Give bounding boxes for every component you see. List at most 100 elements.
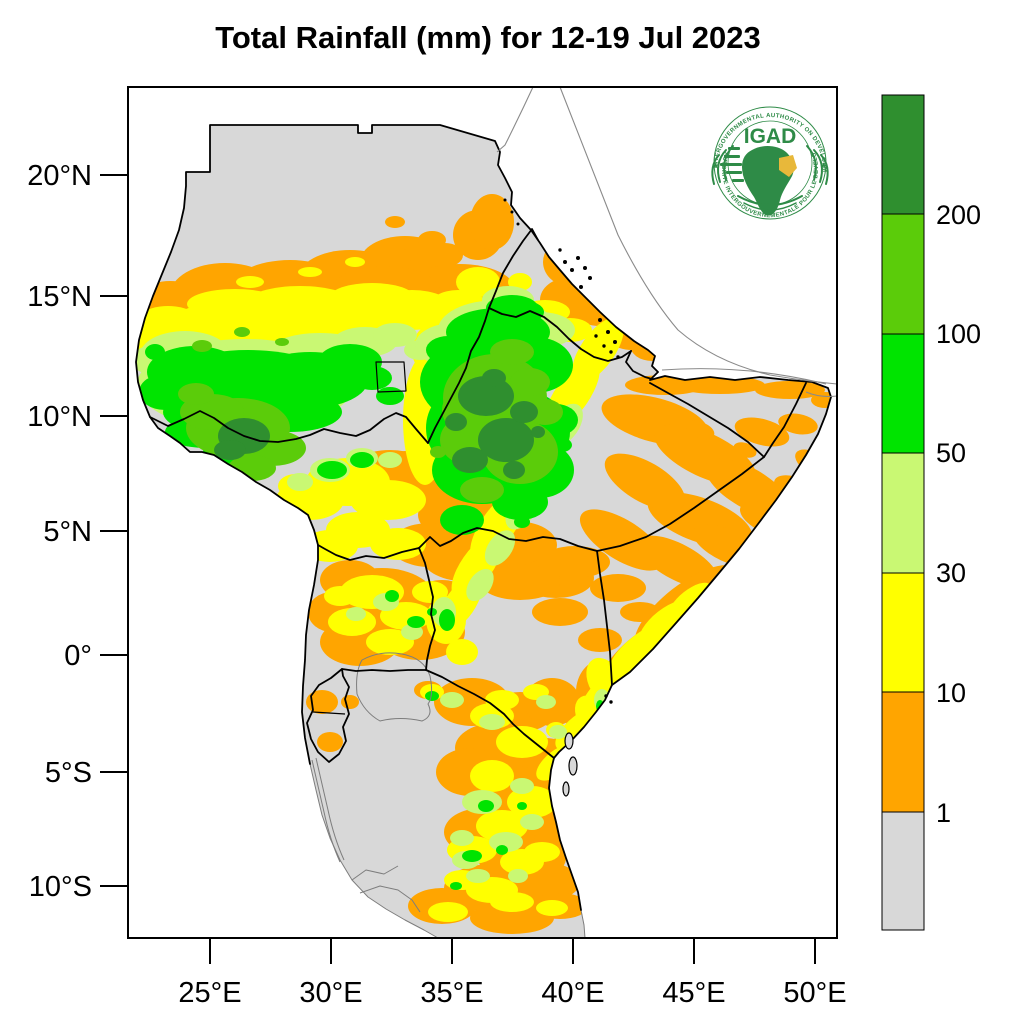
map-shape <box>510 401 538 423</box>
map-shape <box>604 453 686 511</box>
colorbar-segment-30-50 <box>881 452 925 574</box>
somalia-offshore-line <box>661 368 827 385</box>
pemba-island <box>564 732 574 750</box>
map-shape <box>446 639 478 665</box>
map-shape <box>425 691 439 701</box>
map-shape <box>480 564 560 600</box>
map-shape <box>450 830 474 846</box>
map-shape <box>811 392 831 408</box>
border-southsudan-uganda <box>317 544 420 561</box>
logo-star-right: ★ <box>820 161 827 170</box>
country-borders <box>149 228 807 763</box>
map-shape <box>733 442 757 458</box>
map-shape <box>330 283 414 311</box>
map-shape <box>214 440 246 460</box>
lon-tick-label: 30°E <box>299 977 362 1009</box>
map-shape <box>524 842 560 862</box>
lat-tick-label: 10°N <box>27 401 92 433</box>
map-shape <box>351 865 399 881</box>
map-shape <box>302 530 358 562</box>
map-shape <box>540 546 610 578</box>
map-shape <box>620 602 660 622</box>
map-shape <box>603 713 621 731</box>
map-shape <box>510 778 534 794</box>
map-shape <box>178 383 214 405</box>
map-shape <box>624 691 640 705</box>
colorbar-label-200: 200 <box>936 200 981 230</box>
colorbar-label-30: 30 <box>936 558 966 588</box>
map-shape <box>558 248 562 252</box>
map-shape <box>578 628 622 652</box>
border-ethiopia-kenya <box>418 527 598 552</box>
map-shape <box>606 330 610 334</box>
map-shape <box>426 336 470 364</box>
map-shape <box>586 733 594 743</box>
map-shape <box>720 163 742 166</box>
lat-tick-label: 5°N <box>43 516 92 548</box>
map-shape <box>466 568 494 602</box>
map-shape <box>598 318 602 322</box>
map-shape <box>439 609 455 631</box>
zanzibar-island <box>568 756 578 776</box>
map-shape <box>711 154 720 185</box>
map-shape <box>723 145 734 181</box>
border-uganda-tanzania <box>341 668 427 672</box>
map-shape <box>440 692 464 708</box>
border-eritrea-ethiopia <box>488 307 632 362</box>
map-shape <box>492 484 548 520</box>
map-shape <box>350 452 374 468</box>
map-shape <box>583 266 587 270</box>
map-shape <box>490 892 534 912</box>
map-shape <box>418 231 446 249</box>
lake-tanganyika-outline <box>315 757 345 861</box>
abyei-box <box>375 361 407 393</box>
map-shape <box>412 581 448 603</box>
map-shape <box>440 505 484 535</box>
colorbar: 200 100 50 30 10 1 <box>881 94 981 931</box>
map-shape <box>613 340 617 344</box>
colorbar-label-50: 50 <box>936 438 966 468</box>
map-shape <box>385 216 405 228</box>
map-shape <box>350 480 426 520</box>
colorbar-segment-50-100 <box>881 333 925 454</box>
map-shape <box>570 268 574 272</box>
colorbar-segment-gt200 <box>881 94 925 215</box>
map-shape <box>192 340 212 352</box>
egypt-red-sea-coast <box>496 86 534 153</box>
map-shape <box>737 195 803 206</box>
map-shape <box>604 694 608 698</box>
map-shape <box>301 544 319 765</box>
map-shape <box>407 616 425 628</box>
map-shape <box>352 366 392 390</box>
map-shape <box>609 350 613 354</box>
map-shape <box>531 426 545 438</box>
map-shape <box>275 338 289 346</box>
map-shape <box>705 458 791 518</box>
map-shape <box>508 869 528 883</box>
colorbar-segment-1-10 <box>881 691 925 813</box>
map-shape <box>470 760 514 792</box>
map-shape <box>579 738 605 762</box>
map-shape <box>510 210 514 214</box>
map-shape <box>486 295 538 321</box>
yemen-coast-tip <box>805 391 838 398</box>
lon-tick-label: 25°E <box>178 977 241 1009</box>
map-shape <box>563 260 567 264</box>
map-shape <box>312 711 346 715</box>
map-shape <box>135 124 832 911</box>
lat-tick-label: 0° <box>64 640 92 672</box>
map-shape <box>470 902 554 934</box>
map-shape <box>187 289 283 319</box>
colorbar-label-100: 100 <box>936 319 981 349</box>
map-shape <box>287 473 313 491</box>
colorbar-segment-100-200 <box>881 213 925 335</box>
lon-tick-label: 35°E <box>420 977 483 1009</box>
map-shape <box>724 155 740 158</box>
map-shape <box>514 516 530 528</box>
map-shape <box>378 452 402 468</box>
map-shape <box>450 882 462 890</box>
map-shape <box>452 447 488 473</box>
map-shape <box>341 695 359 709</box>
map-shape <box>520 814 544 830</box>
